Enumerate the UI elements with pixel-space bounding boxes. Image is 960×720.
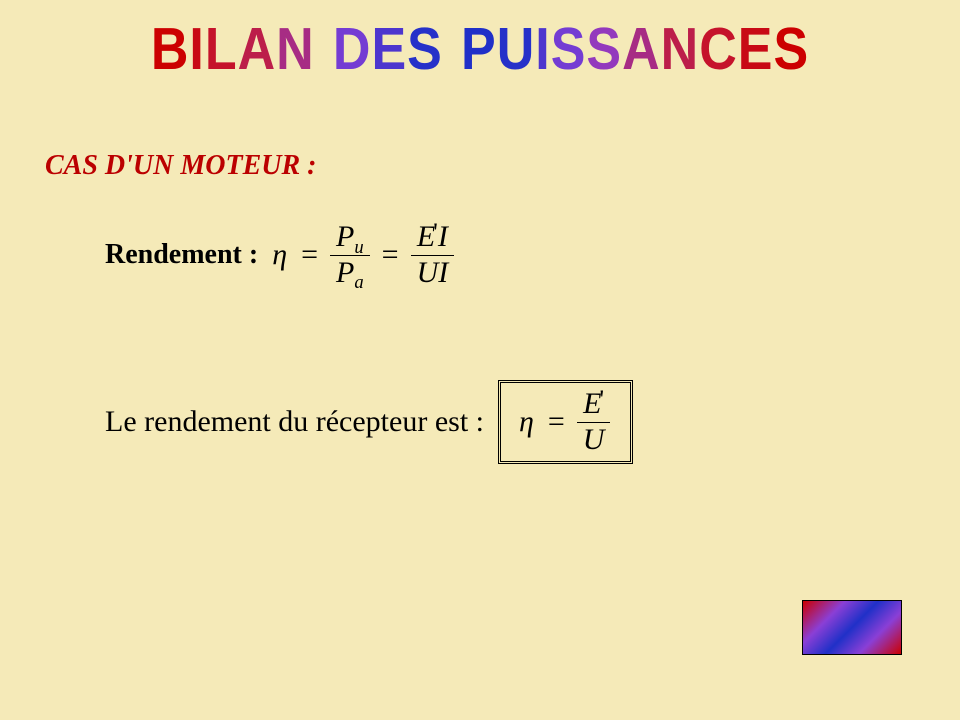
equals-3: = (548, 405, 565, 439)
page-title: BILAN DES PUISSANCES (0, 0, 960, 84)
section-subtitle: CAS D'UN MOTEUR : (45, 150, 316, 182)
receptor-label: Le rendement du récepteur est : (105, 405, 484, 439)
receptor-row: Le rendement du récepteur est : η = E' U (105, 380, 633, 464)
fraction-pu-pa: Pu Pa (330, 220, 370, 290)
eta-symbol: η (272, 238, 287, 272)
eta-symbol-2: η (519, 405, 534, 439)
rendement-formula: η = Pu Pa = E'I UI (268, 220, 460, 290)
rendement-row: Rendement : η = Pu Pa = E'I UI (105, 220, 460, 290)
receptor-formula-box: η = E' U (498, 380, 633, 464)
equals-1: = (301, 238, 318, 272)
fraction-ei-ui: E'I UI (411, 220, 455, 290)
next-button[interactable] (802, 600, 902, 655)
fraction-e-u: E' U (577, 387, 611, 457)
equals-2: = (382, 238, 399, 272)
rendement-label: Rendement : (105, 239, 258, 271)
